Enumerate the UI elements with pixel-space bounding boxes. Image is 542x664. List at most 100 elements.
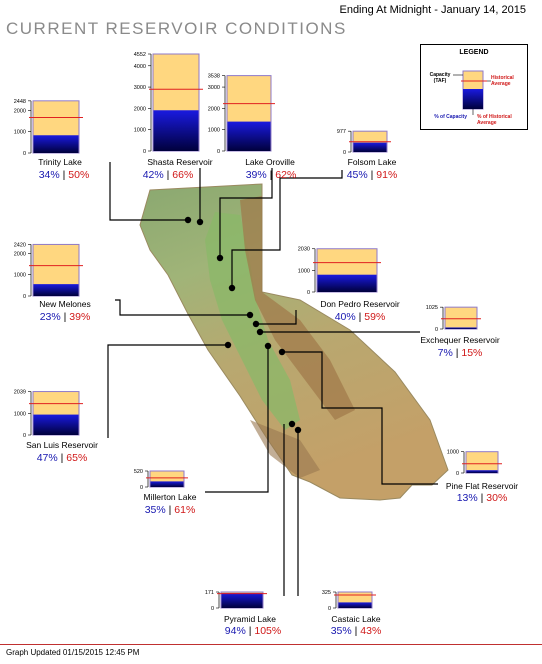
pyramid-name: Pyramid Lake: [224, 614, 276, 624]
bar-tick-label: 325: [322, 590, 331, 596]
new-melones-pct-capacity: 23%: [39, 311, 61, 323]
storage-bar: [466, 470, 498, 473]
oroville-percentages: 39% | 62%: [211, 169, 331, 181]
legend-title: LEGEND: [459, 49, 489, 56]
bar-tick-label: 0: [23, 151, 26, 157]
pct-separator: |: [452, 347, 462, 359]
dot-exchequer: [256, 328, 264, 336]
bar-tick-label: 2030: [298, 247, 310, 253]
bar-tick-label: 1000: [14, 130, 26, 136]
bar-tick-label: 0: [211, 606, 214, 612]
sierra-nevada: [240, 196, 355, 420]
don-pedro-pct-capacity: 40%: [334, 311, 356, 323]
bar-tick-label: 1000: [14, 412, 26, 418]
storage-bar: [33, 135, 79, 153]
trinity-pct-capacity: 34%: [38, 169, 60, 181]
bar-chart-5: 2030 1000 0: [298, 247, 381, 296]
bar-tick-label: 3000: [134, 85, 146, 91]
bar-tick-label: 1000: [208, 128, 220, 134]
dot-pine-flat: [278, 348, 286, 356]
pyramid-percentages: 94% | 105%: [193, 625, 313, 637]
reservoir-dots: [184, 216, 302, 434]
don-pedro-pct-historical: 59%: [364, 311, 386, 323]
legend-pct-historical-label: % of Historical Average: [477, 114, 512, 126]
bar-tick-label: 520: [134, 469, 143, 475]
shasta-pct-historical: 66%: [172, 169, 194, 181]
bar-chart-7: 2039 1000 0: [14, 390, 83, 439]
bar-chart-0: 2448 2000 1000 0: [14, 99, 83, 157]
dot-castaic: [294, 426, 302, 434]
connector-oroville: [219, 168, 273, 258]
san-luis-pct-capacity: 47%: [36, 452, 58, 464]
pct-separator: |: [477, 492, 487, 504]
bar-tick-label: 0: [307, 290, 310, 296]
bar-tick-label: 0: [23, 433, 26, 439]
dot-pyramid: [288, 420, 296, 428]
bar-chart-2: 3538 3000 2000 1000 0: [208, 74, 275, 155]
castaic-pct-capacity: 35%: [330, 625, 352, 637]
pine-flat-percentages: 13% | 30%: [422, 492, 542, 504]
connector-folsom: [231, 170, 343, 288]
pine-flat-pct-historical: 30%: [486, 492, 508, 504]
pct-separator: |: [245, 625, 255, 637]
oroville-pct-capacity: 39%: [245, 169, 267, 181]
pyramid-pct-capacity: 94%: [224, 625, 246, 637]
new-melones-pct-historical: 39%: [69, 311, 91, 323]
capacity-bar: [444, 306, 478, 330]
bar-tick-label: 2420: [14, 242, 26, 248]
new-melones-percentages: 23% | 39%: [5, 311, 125, 323]
reservoir-bar-charts: 2448 2000 1000 0 4552 4000 3000 2000 1000 0 3538 30…: [14, 52, 502, 612]
pct-separator: |: [351, 625, 361, 637]
don-pedro-name: Don Pedro Reservoir: [320, 299, 400, 309]
bar-tick-label: 171: [205, 590, 214, 596]
connector-lines: [107, 162, 438, 596]
exchequer-name: Exchequer Reservoir: [420, 335, 500, 345]
san-luis-pct-historical: 65%: [66, 452, 88, 464]
storage-bar: [33, 414, 79, 435]
legend-storage-fill: [463, 89, 483, 109]
bar-tick-label: 3538: [208, 74, 220, 80]
bar-chart-3: 977 0: [337, 129, 391, 156]
footer-divider: [0, 644, 542, 645]
trinity-name: Trinity Lake: [38, 157, 82, 167]
bar-tick-label: 3000: [208, 85, 220, 91]
pine-flat-name: Pine Flat Reservoir: [445, 481, 519, 491]
bar-tick-label: 0: [217, 149, 220, 155]
millerton-name: Millerton Lake: [143, 492, 197, 502]
exchequer-percentages: 7% | 15%: [400, 347, 520, 359]
report-date: Ending At Midnight - January 14, 2015: [339, 4, 526, 16]
bar-tick-label: 0: [328, 606, 331, 612]
bar-tick-label: 1000: [14, 273, 26, 279]
folsom-name: Folsom Lake: [347, 157, 397, 167]
san-luis-percentages: 47% | 65%: [2, 452, 122, 464]
exchequer-pct-historical: 15%: [461, 347, 483, 359]
shasta-pct-capacity: 42%: [142, 169, 164, 181]
connector-new-melones: [115, 299, 250, 316]
folsom-pct-historical: 91%: [376, 169, 398, 181]
dot-san-luis: [224, 341, 232, 349]
pine-flat-pct-capacity: 13%: [456, 492, 478, 504]
bar-tick-label: 2000: [14, 108, 26, 114]
storage-bar: [445, 327, 477, 329]
pct-separator: |: [367, 169, 377, 181]
castaic-pct-historical: 43%: [360, 625, 382, 637]
bar-tick-label: 1000: [134, 128, 146, 134]
storage-bar: [227, 121, 271, 151]
bar-tick-label: 1000: [447, 450, 459, 456]
dot-oroville: [216, 254, 224, 262]
san-luis-name: San Luis Reservoir: [26, 440, 98, 450]
trinity-pct-historical: 50%: [68, 169, 90, 181]
bar-tick-label: 977: [337, 129, 346, 135]
bar-tick-label: 0: [343, 150, 346, 156]
dot-millerton: [264, 342, 272, 350]
bar-tick-label: 1000: [298, 269, 310, 275]
legend-historical-label: Historical Average: [491, 75, 514, 87]
bar-tick-label: 0: [23, 294, 26, 300]
storage-bar: [33, 284, 79, 296]
connector-millerton: [205, 346, 269, 493]
millerton-pct-historical: 61%: [174, 504, 196, 516]
storage-bar: [317, 274, 377, 292]
storage-bar: [338, 602, 372, 608]
bar-tick-label: 0: [435, 327, 438, 333]
